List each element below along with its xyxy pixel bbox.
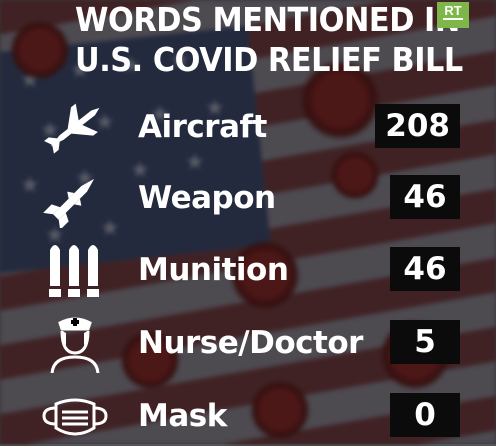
item-label: Mask: [138, 398, 227, 434]
item-count: 5: [390, 320, 460, 364]
star-icon: ★: [170, 48, 190, 73]
star-icon: ★: [130, 158, 150, 183]
item-count: 46: [390, 175, 460, 219]
item-label: Aircraft: [138, 109, 267, 145]
virus-icon: [10, 20, 70, 80]
star-icon: ★: [40, 118, 60, 143]
star-icon: ★: [120, 53, 140, 78]
item-label: Weapon: [138, 180, 276, 216]
list-item: Weapon 46: [0, 168, 496, 228]
virus-icon: [230, 240, 300, 310]
item-label: Munition: [138, 252, 289, 288]
headline-line-2: U.S. COVID RELIEF BILL: [75, 40, 463, 79]
star-icon: ★: [70, 58, 90, 83]
fighter-jet-icon: [44, 103, 100, 154]
list-item: Nurse/Doctor 5: [0, 313, 496, 373]
headline: WORDS MENTIONED IN U.S. COVID RELIEF BIL…: [75, 0, 463, 80]
list-item: Munition 46: [0, 240, 496, 300]
list-item: Aircraft 208: [0, 97, 496, 157]
star-icon: ★: [95, 110, 115, 135]
missile-icon: [43, 178, 95, 228]
bullets-icon: [49, 245, 99, 297]
item-count: 208: [375, 104, 460, 148]
item-count: 46: [390, 247, 460, 291]
rt-logo: RT: [437, 2, 469, 28]
star-icon: ★: [150, 102, 170, 127]
headline-line-1: WORDS MENTIONED IN: [75, 0, 460, 39]
virus-icon: [330, 150, 380, 200]
item-label: Nurse/Doctor: [138, 325, 363, 361]
nurse-icon: [50, 317, 100, 373]
face-mask-icon: [42, 398, 108, 436]
star-icon: ★: [45, 223, 65, 248]
star-icon: ★: [20, 173, 40, 198]
star-icon: ★: [205, 96, 225, 121]
rt-logo-text: RT: [443, 3, 463, 20]
virus-icon: [300, 60, 380, 140]
star-icon: ★: [185, 150, 205, 175]
virus-icon: [250, 380, 310, 440]
item-count: 0: [390, 393, 460, 437]
list-item: Mask 0: [0, 386, 496, 446]
star-icon: ★: [100, 216, 120, 241]
virus-icon: [120, 330, 180, 390]
